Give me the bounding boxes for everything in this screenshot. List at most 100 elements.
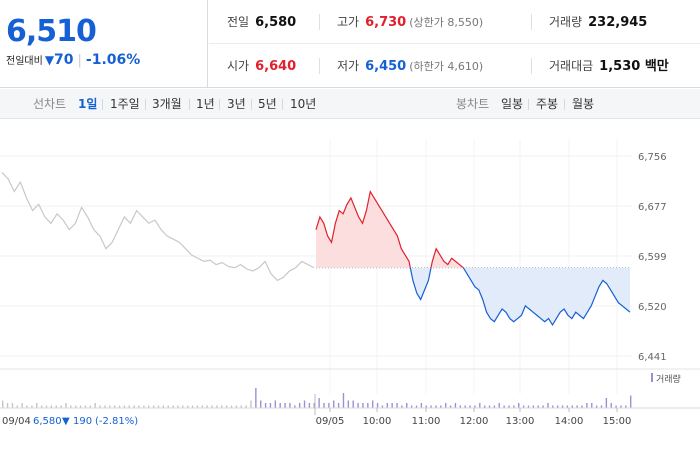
trade-value-label: 거래대금 bbox=[549, 59, 594, 73]
stats-grid: 전일 6,580 고가 6,730 (상한가 8,550) 거래량 232,945 시가… bbox=[209, 0, 700, 88]
volume-bar bbox=[620, 405, 622, 408]
volume-bar bbox=[298, 403, 301, 408]
low-value: 6,450 bbox=[365, 59, 407, 74]
volume-bar bbox=[31, 405, 33, 408]
volume-bar bbox=[513, 405, 515, 408]
volume-bar bbox=[138, 405, 140, 408]
volume-bar bbox=[552, 405, 554, 408]
divider bbox=[102, 99, 103, 110]
volume-bar bbox=[172, 405, 174, 408]
volume-bar bbox=[196, 405, 199, 408]
volume-bar bbox=[537, 405, 539, 408]
intraday-price-chart: 6,756 6,677 6,599 6,520 6,441 거래량 09/05 10:00… bbox=[0, 139, 700, 427]
volume-bar bbox=[357, 403, 359, 408]
volume-bar bbox=[50, 405, 53, 408]
volume: 거래량 232,945 bbox=[549, 0, 647, 44]
x-tick-label: 10:00 bbox=[363, 416, 392, 427]
y-tick-label: 6,677 bbox=[638, 202, 667, 213]
volume-bar bbox=[576, 405, 578, 408]
prev-day-date: 09/04 bbox=[2, 416, 31, 427]
volume-bar bbox=[221, 405, 223, 408]
prev-day-change: 190 bbox=[73, 416, 92, 427]
volume-bar bbox=[167, 405, 169, 408]
volume-bar bbox=[70, 405, 72, 408]
volume-bar bbox=[493, 405, 496, 408]
chart-tab-bar: 선차트 1일 1주일 3개월 1년 3년 5년 10년 봉차트 일봉 주봉 월봉 bbox=[0, 89, 700, 119]
volume-bar bbox=[586, 403, 588, 408]
volume-bar bbox=[201, 405, 203, 408]
volume-bar bbox=[518, 403, 520, 408]
volume-bar bbox=[459, 405, 462, 408]
change-percent: -1.06% bbox=[85, 52, 141, 68]
chart-footer: 09/04 6,580 ▼ 190 (-2.81%) bbox=[2, 416, 138, 427]
low-price: 저가 6,450 (하한가 4,610) bbox=[337, 44, 483, 88]
volume-bar bbox=[571, 405, 573, 408]
volume-bar bbox=[40, 405, 43, 408]
upper-limit: (상한가 8,550) bbox=[409, 16, 484, 29]
volume-bar bbox=[289, 403, 291, 408]
volume-bar bbox=[65, 403, 67, 408]
volume-bar bbox=[308, 403, 311, 408]
tab-1-day[interactable]: 1일 bbox=[78, 97, 98, 111]
volume-bar bbox=[415, 405, 418, 408]
volume-bar bbox=[75, 405, 77, 408]
volume-bar bbox=[333, 400, 335, 408]
volume-bar bbox=[240, 405, 242, 408]
volume-bar bbox=[216, 405, 218, 408]
volume-bar bbox=[152, 405, 155, 408]
divider bbox=[564, 99, 565, 110]
x-tick-label: 15:00 bbox=[603, 416, 632, 427]
y-tick-label: 6,599 bbox=[638, 252, 667, 263]
volume-bar bbox=[445, 403, 447, 408]
change-row: 전일대비 ▼70 | -1.06% bbox=[6, 52, 140, 68]
tab-10-years[interactable]: 10년 bbox=[290, 97, 317, 111]
tab-monthly-candle[interactable]: 월봉 bbox=[572, 97, 595, 111]
volume-bar bbox=[55, 405, 57, 408]
divider bbox=[531, 58, 532, 74]
tab-1-week[interactable]: 1주일 bbox=[110, 97, 140, 111]
volume-bar bbox=[435, 405, 437, 408]
stats-row-2: 시가 6,640 저가 6,450 (하한가 4,610) 거래대금 1,530 백만 bbox=[209, 44, 700, 88]
volume-bar bbox=[45, 405, 48, 408]
tab-3-years[interactable]: 3년 bbox=[227, 97, 246, 111]
lower-limit: (하한가 4,610) bbox=[409, 60, 484, 73]
volume-bar bbox=[508, 405, 510, 408]
volume-bar bbox=[381, 405, 384, 408]
volume-bar bbox=[21, 403, 23, 408]
tab-1-year[interactable]: 1년 bbox=[196, 97, 215, 111]
tab-daily-candle[interactable]: 일봉 bbox=[501, 97, 524, 111]
tab-3-months[interactable]: 3개월 bbox=[152, 97, 182, 111]
volume-bar bbox=[255, 388, 257, 408]
volume-bar bbox=[625, 405, 627, 408]
open-value: 6,640 bbox=[255, 59, 297, 74]
area-fills bbox=[316, 191, 630, 325]
volume-bar bbox=[566, 405, 569, 408]
volume-bar bbox=[469, 405, 471, 408]
tab-weekly-candle[interactable]: 주봉 bbox=[536, 97, 559, 111]
prev-close: 전일 6,580 bbox=[227, 0, 296, 44]
volume-bar bbox=[60, 405, 62, 408]
tab-5-years[interactable]: 5년 bbox=[258, 97, 277, 111]
divider bbox=[282, 99, 283, 110]
down-arrow-icon: ▼ bbox=[62, 416, 70, 427]
volume-legend-label: 거래량 bbox=[656, 373, 681, 385]
volume-bar bbox=[84, 405, 87, 408]
volume-bar bbox=[264, 403, 267, 408]
volume-bar bbox=[99, 405, 101, 408]
down-arrow-icon: ▼ bbox=[44, 53, 55, 67]
current-price: 6,510 bbox=[6, 14, 97, 49]
volume-bar bbox=[342, 393, 345, 408]
volume-bar bbox=[464, 405, 466, 408]
volume-bar bbox=[274, 400, 277, 408]
series-line-09-04 bbox=[1, 172, 315, 282]
volume-bar bbox=[26, 405, 28, 408]
volume-bar bbox=[133, 405, 135, 408]
volume-bar bbox=[230, 405, 233, 408]
volume-bar bbox=[610, 403, 612, 408]
volume-bar bbox=[401, 405, 403, 408]
volume-bar bbox=[294, 405, 296, 408]
volume-bar bbox=[318, 398, 320, 408]
volume-bar bbox=[279, 403, 281, 408]
volume-bar bbox=[11, 403, 14, 408]
volume-bar bbox=[376, 403, 379, 408]
